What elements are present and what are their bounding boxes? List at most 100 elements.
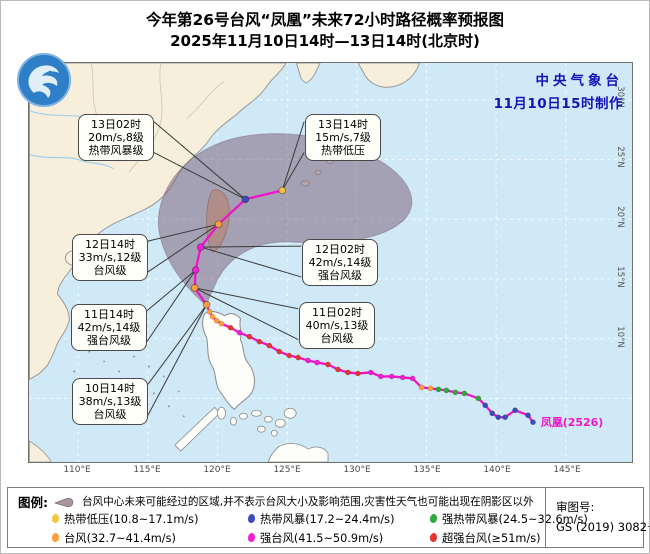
lat-label-15n: 15°N xyxy=(615,266,625,288)
past-track-point xyxy=(367,369,374,376)
agency-name: 中央气象台 xyxy=(535,73,623,89)
cone-icon xyxy=(54,497,74,507)
legend-item-label: 强台风(41.5~50.9m/s) xyxy=(260,531,384,545)
callout-time: 12日02时 xyxy=(315,243,365,256)
past-track-point xyxy=(256,338,263,345)
past-track-point xyxy=(399,374,406,381)
probability-cone xyxy=(157,133,413,307)
callout-10d14h: 10日14时 38m/s,13级 台风级 xyxy=(72,378,148,425)
past-track-point xyxy=(218,320,225,327)
callout-time: 12日14时 xyxy=(85,238,135,251)
legend-item-super: 超强台风(≥51m/s) xyxy=(430,528,541,547)
callout-level: 强台风级 xyxy=(87,334,131,347)
callout-wind: 15m/s,7级 xyxy=(315,131,371,144)
callout-leader-line xyxy=(146,269,197,342)
callout-12d14h: 12日14时 33m/s,12级 台风级 xyxy=(72,234,148,281)
agency-issue-time: 11月10日15时制作 xyxy=(493,96,623,112)
td-dot-icon xyxy=(52,514,59,523)
lon-label-125e: 125°E xyxy=(273,465,301,475)
callout-time: 13日02时 xyxy=(91,118,141,131)
lon-label-120e: 120°E xyxy=(203,465,231,475)
callout-leader-line xyxy=(200,246,302,278)
legend-items: 热带低压(10.8~17.1m/s) 热带风暴(17.2~24.4m/s) 强热… xyxy=(52,509,588,547)
callout-level: 台风级 xyxy=(93,264,127,277)
past-track-point xyxy=(525,412,531,419)
callout-level: 台风级 xyxy=(320,332,354,345)
lon-label-135e: 135°E xyxy=(413,465,441,475)
legend-note-text: 台风中心未来可能经过的区域,并不表示台风大小及影响范围,灾害性天气也可能出现在阴… xyxy=(82,496,534,508)
past-track-point xyxy=(409,375,416,382)
korea-coast xyxy=(295,63,321,84)
past-track-point xyxy=(495,414,501,421)
past-track-point xyxy=(475,395,482,402)
forecast-track-point xyxy=(241,195,250,204)
callout-11d14h: 11日14时 42m/s,14级 强台风级 xyxy=(71,304,147,351)
callout-leader-line xyxy=(194,287,299,341)
lon-label-130e: 130°E xyxy=(343,465,371,475)
callout-wind: 33m/s,12级 xyxy=(78,251,142,264)
callout-wind: 42m/s,14级 xyxy=(308,256,372,269)
lon-label-115e: 115°E xyxy=(133,465,161,475)
sty-dot-icon xyxy=(248,533,255,542)
legend-item-td: 热带低压(10.8~17.1m/s) xyxy=(52,509,248,528)
page-subtitle: 2025年11月10日14时—13日14时(北京时) xyxy=(170,32,480,50)
past-track-point xyxy=(206,308,213,315)
logo-dragon-swirl xyxy=(28,65,59,98)
sts-dot-icon xyxy=(430,514,437,523)
callout-leader-line xyxy=(146,269,196,312)
legend-title: 图例: xyxy=(18,495,48,510)
past-track-point xyxy=(213,317,220,324)
callout-level: 强台风级 xyxy=(318,269,362,282)
past-track-point xyxy=(512,407,518,414)
legend-item-label: 热带低压(10.8~17.1m/s) xyxy=(64,512,199,526)
callout-level: 台风级 xyxy=(93,408,127,421)
past-track-point xyxy=(227,324,234,331)
forecast-track-point xyxy=(202,301,211,309)
legend-item-sty: 强台风(41.5~50.9m/s) xyxy=(248,528,430,547)
past-track-point xyxy=(502,414,508,421)
past-track-point xyxy=(236,329,243,336)
japan-kyushu xyxy=(357,63,421,88)
forecast-track-point xyxy=(196,243,205,251)
logo-dragon-eye xyxy=(47,70,53,76)
lon-label-110e: 110°E xyxy=(63,465,91,475)
forecast-track-point xyxy=(191,266,200,274)
legend-item-label: 超强台风(≥51m/s) xyxy=(442,531,541,545)
callout-wind: 38m/s,13级 xyxy=(78,395,142,408)
lon-label-140e: 140°E xyxy=(483,465,511,475)
legend-item-label: 强热带风暴(24.5~32.6m/s) xyxy=(442,512,588,526)
past-track-point xyxy=(377,373,384,380)
past-track-point xyxy=(276,348,283,355)
past-track-point xyxy=(246,333,253,340)
approval-label: 审图号: xyxy=(556,500,595,514)
past-track-point xyxy=(418,384,425,391)
lon-label-145e: 145°E xyxy=(553,465,581,475)
past-track-point xyxy=(305,357,311,364)
typhoon-name-label: 凤凰(2526) xyxy=(541,416,603,429)
legend-item-ts: 热带风暴(17.2~24.4m/s) xyxy=(248,509,430,528)
map-approval: 审图号: GS (2019) 3082号 xyxy=(545,488,650,547)
callout-leader-line xyxy=(147,304,208,385)
past-track-point xyxy=(355,370,361,377)
callout-leader-line xyxy=(147,304,208,416)
past-track-point xyxy=(427,385,434,392)
past-track-point xyxy=(314,359,320,366)
past-track-point xyxy=(295,354,301,361)
callout-time: 11日02时 xyxy=(312,306,362,319)
past-track-point xyxy=(335,366,341,373)
approval-number: GS (2019) 3082号 xyxy=(556,520,650,534)
callout-wind: 40m/s,13级 xyxy=(305,319,369,332)
callout-time: 10日14时 xyxy=(85,382,135,395)
past-track-point xyxy=(435,386,442,393)
legend: 图例: 台风中心未来可能经过的区域,并不表示台风大小及影响范围,灾害性天气也可能… xyxy=(7,487,650,548)
past-track-point xyxy=(489,410,496,417)
past-track-point xyxy=(266,342,273,349)
track-layer: 凤凰(2526) xyxy=(146,121,603,429)
past-track-point xyxy=(325,361,331,368)
callout-wind: 20m/s,8级 xyxy=(88,131,144,144)
visayas-islands xyxy=(217,406,329,462)
past-track-point xyxy=(388,373,395,380)
callout-leader-line xyxy=(153,121,246,200)
legend-item-ty: 台风(32.7~41.4m/s) xyxy=(52,528,248,547)
